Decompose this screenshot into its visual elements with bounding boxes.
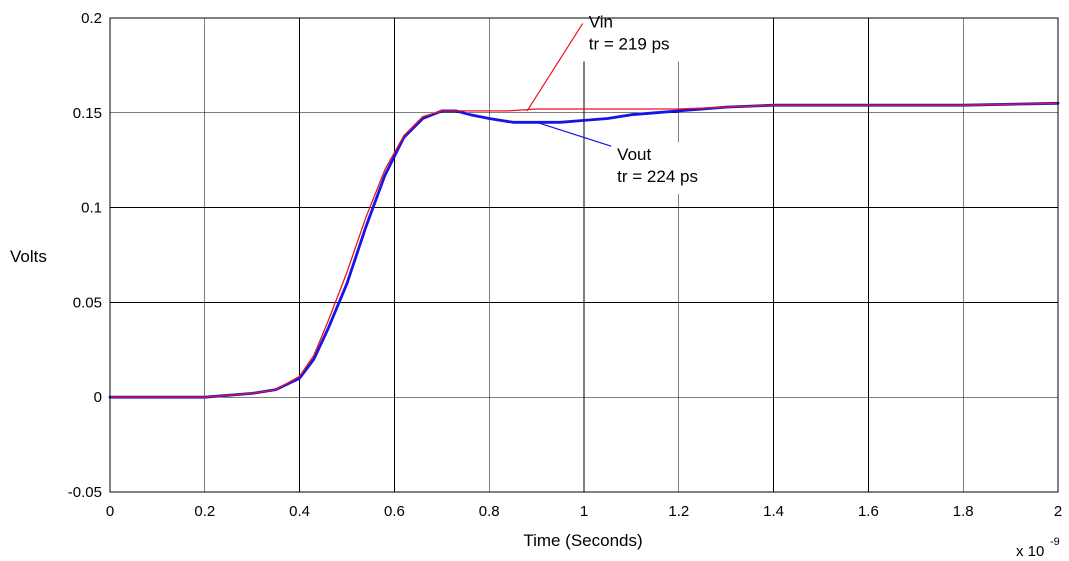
annotation-pointer: [536, 121, 612, 147]
x-multiplier-label: x 10: [1016, 543, 1044, 560]
x-axis-label: Time (Seconds): [523, 531, 642, 550]
x-multiplier-exponent: -9: [1050, 536, 1060, 548]
x-tick-label: 1.2: [668, 503, 689, 520]
y-tick-label: 0.1: [81, 200, 102, 217]
x-tick-label: 0.8: [479, 503, 500, 520]
series-layer: [108, 101, 1060, 399]
y-tick-label: -0.05: [68, 484, 102, 501]
y-tick-label: 0: [94, 389, 102, 406]
annotation-box: [611, 142, 740, 195]
x-tick-label: 1.4: [763, 503, 784, 520]
annotation-text: Vout: [617, 145, 651, 164]
x-tick-label: 1.6: [858, 503, 879, 520]
plot-frame: [109, 17, 1059, 493]
annotation-text: tr = 219 ps: [589, 34, 670, 53]
x-tick-label: 0.2: [194, 503, 215, 520]
annotation-text: tr = 224 ps: [617, 167, 698, 186]
y-tick-label: 0.15: [73, 105, 102, 122]
x-tick-label: 0: [106, 503, 114, 520]
annotation-text: Vin: [589, 12, 613, 31]
tick-labels: 0 0.2 0.4 0.6 0.8 1 1.2 1.4 1.6 1.8 2-0.0500.050.1…: [68, 10, 1062, 520]
y-tick-label: 0.05: [73, 294, 102, 311]
x-tick-label: 1: [580, 503, 588, 520]
x-tick-label: 0.6: [384, 503, 405, 520]
x-tick-label: 0.4: [289, 503, 310, 520]
x-tick-label: 2: [1054, 503, 1062, 520]
series-line-vin: [109, 102, 1059, 398]
x-tick-label: 1.8: [953, 503, 974, 520]
annotation-pointer: [526, 23, 584, 112]
y-tick-label: 0.2: [81, 10, 102, 27]
y-axis-label: Volts: [10, 247, 47, 266]
